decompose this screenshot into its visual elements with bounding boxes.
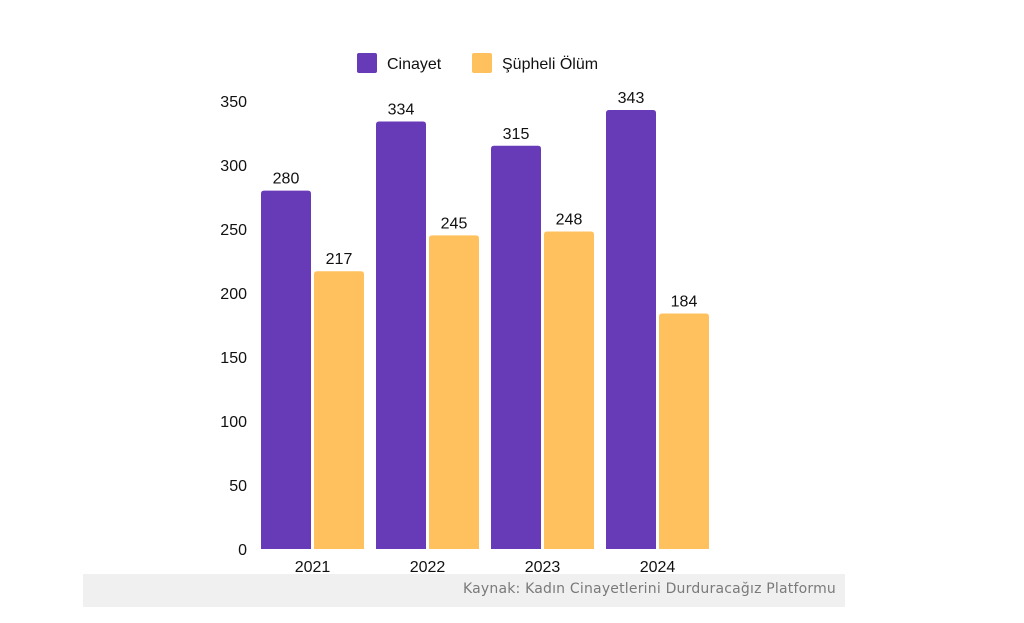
data-label: 343 bbox=[618, 90, 645, 107]
y-tick-label: 150 bbox=[220, 350, 247, 367]
legend-item: Cinayet bbox=[357, 53, 442, 73]
bar-series-1 bbox=[606, 109, 656, 550]
bar-series-2 bbox=[544, 231, 594, 549]
y-tick-label: 200 bbox=[220, 286, 247, 303]
legend: Cinayet Şüpheli Ölüm bbox=[357, 53, 598, 73]
source-bar: Kaynak: Kadın Cinayetlerini Durduracağız… bbox=[83, 574, 845, 607]
x-tick-label: 2024 bbox=[640, 559, 676, 576]
data-label: 334 bbox=[388, 101, 415, 118]
legend-item: Şüpheli Ölüm bbox=[472, 53, 598, 73]
bars: 280 217 334 245 315 248 343 184 bbox=[261, 90, 709, 550]
y-tick-label: 300 bbox=[220, 158, 247, 175]
y-tick-label: 350 bbox=[220, 94, 247, 111]
x-tick-label: 2023 bbox=[525, 559, 561, 576]
bar-series-1 bbox=[491, 145, 541, 550]
bar-series-2 bbox=[314, 271, 364, 549]
x-tick-label: 2022 bbox=[410, 559, 446, 576]
data-label: 184 bbox=[671, 293, 698, 310]
data-label: 245 bbox=[441, 215, 468, 232]
x-tick-label: 2021 bbox=[295, 559, 331, 576]
legend-label: Cinayet bbox=[387, 56, 442, 73]
data-label: 315 bbox=[503, 126, 530, 143]
data-label: 217 bbox=[326, 251, 353, 268]
x-axis: 2021 2022 2023 2024 bbox=[295, 559, 676, 576]
bar-series-1 bbox=[376, 121, 426, 549]
data-label: 280 bbox=[273, 171, 300, 188]
source-text: Kaynak: Kadın Cinayetlerini Durduracağız… bbox=[462, 581, 836, 597]
legend-label: Şüpheli Ölüm bbox=[502, 55, 598, 73]
y-tick-label: 250 bbox=[220, 222, 247, 239]
bar-series-2 bbox=[659, 313, 709, 549]
y-axis: 0 50 100 150 200 250 300 350 bbox=[220, 94, 247, 559]
y-tick-label: 100 bbox=[220, 414, 247, 431]
y-tick-label: 0 bbox=[238, 542, 247, 559]
data-label: 248 bbox=[556, 212, 583, 229]
y-tick-label: 50 bbox=[229, 478, 247, 495]
bar-series-1 bbox=[261, 190, 311, 549]
legend-swatch bbox=[357, 53, 377, 73]
legend-swatch bbox=[472, 53, 492, 73]
bar-series-2 bbox=[429, 235, 479, 549]
